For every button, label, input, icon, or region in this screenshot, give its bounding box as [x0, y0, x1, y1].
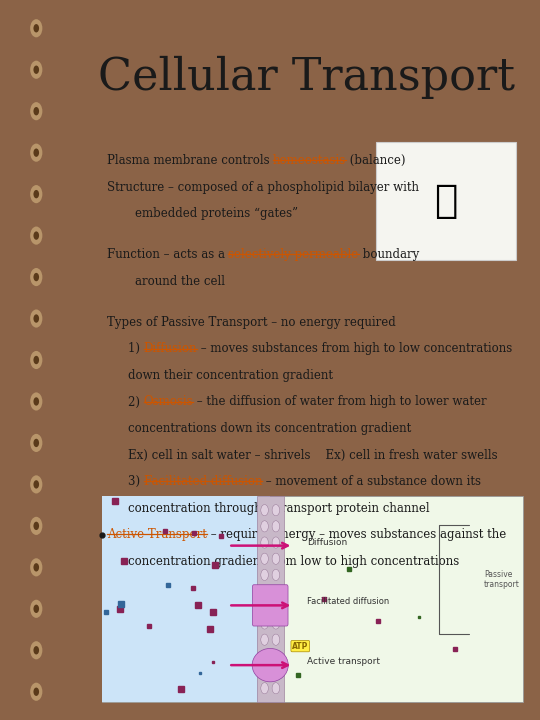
Text: homeostasis: homeostasis	[273, 154, 346, 167]
Text: 🔬: 🔬	[435, 182, 458, 220]
Circle shape	[33, 605, 39, 613]
Circle shape	[30, 60, 42, 78]
Text: – moves substances from high to low concentrations: – moves substances from high to low conc…	[197, 343, 512, 356]
FancyBboxPatch shape	[102, 496, 523, 702]
Text: concentration gradient from low to high concentrations: concentration gradient from low to high …	[128, 554, 459, 567]
Text: 1): 1)	[128, 343, 144, 356]
Text: Osmosis: Osmosis	[144, 395, 193, 408]
Circle shape	[33, 397, 39, 405]
Circle shape	[272, 570, 280, 580]
Text: Active Transport: Active Transport	[107, 528, 207, 541]
Circle shape	[30, 434, 42, 452]
Text: Facilitated diffusion: Facilitated diffusion	[144, 475, 262, 488]
Text: concentrations down its concentration gradient: concentrations down its concentration gr…	[128, 422, 411, 435]
Text: Passive
transport: Passive transport	[484, 570, 519, 590]
Circle shape	[272, 521, 280, 532]
Circle shape	[30, 185, 42, 203]
Circle shape	[261, 553, 268, 564]
Text: Types of Passive Transport – no energy required: Types of Passive Transport – no energy r…	[107, 316, 395, 329]
Circle shape	[33, 107, 39, 115]
Circle shape	[261, 570, 268, 580]
Circle shape	[33, 688, 39, 696]
Circle shape	[33, 522, 39, 530]
Circle shape	[33, 190, 39, 198]
Circle shape	[261, 683, 268, 694]
Circle shape	[272, 650, 280, 662]
Circle shape	[30, 517, 42, 535]
Text: Function – acts as a: Function – acts as a	[107, 248, 228, 261]
Circle shape	[33, 148, 39, 157]
Circle shape	[261, 618, 268, 629]
Circle shape	[33, 231, 39, 240]
Circle shape	[30, 600, 42, 618]
Circle shape	[33, 273, 39, 282]
Text: down their concentration gradient: down their concentration gradient	[128, 369, 333, 382]
Circle shape	[272, 537, 280, 548]
Circle shape	[30, 558, 42, 577]
Circle shape	[261, 585, 268, 597]
Text: – the diffusion of water from high to lower water: – the diffusion of water from high to lo…	[193, 395, 487, 408]
Circle shape	[33, 646, 39, 654]
Text: Ex) cell in salt water – shrivels    Ex) cell in fresh water swells: Ex) cell in salt water – shrivels Ex) ce…	[128, 449, 497, 462]
Circle shape	[30, 227, 42, 245]
Ellipse shape	[252, 649, 288, 682]
Text: Diffusion: Diffusion	[144, 343, 197, 356]
FancyBboxPatch shape	[252, 585, 288, 626]
Text: Diffusion: Diffusion	[307, 538, 348, 546]
Text: Structure – composed of a phospholipid bilayer with: Structure – composed of a phospholipid b…	[107, 181, 418, 194]
Circle shape	[30, 19, 42, 37]
Circle shape	[261, 602, 268, 613]
Circle shape	[261, 650, 268, 662]
Text: boundary: boundary	[359, 248, 419, 261]
Circle shape	[30, 268, 42, 286]
Circle shape	[30, 683, 42, 701]
Circle shape	[30, 642, 42, 660]
Circle shape	[272, 505, 280, 516]
Circle shape	[33, 66, 39, 74]
Circle shape	[30, 102, 42, 120]
Text: 2): 2)	[128, 395, 144, 408]
Circle shape	[30, 475, 42, 493]
Circle shape	[30, 310, 42, 328]
Circle shape	[272, 634, 280, 645]
Circle shape	[30, 351, 42, 369]
FancyBboxPatch shape	[376, 142, 516, 260]
Circle shape	[272, 667, 280, 678]
Circle shape	[272, 602, 280, 613]
Circle shape	[261, 537, 268, 548]
Circle shape	[261, 634, 268, 645]
Circle shape	[272, 585, 280, 597]
Text: – requires energy – moves substances against the: – requires energy – moves substances aga…	[207, 528, 506, 541]
Text: (balance): (balance)	[346, 154, 406, 167]
Circle shape	[33, 356, 39, 364]
Text: Plasma membrane controls: Plasma membrane controls	[107, 154, 273, 167]
Circle shape	[30, 143, 42, 162]
Text: Facilitated diffusion: Facilitated diffusion	[307, 598, 390, 606]
FancyBboxPatch shape	[102, 496, 270, 702]
Circle shape	[261, 505, 268, 516]
Text: selectively permeable: selectively permeable	[228, 248, 359, 261]
Text: concentration through a transport protein channel: concentration through a transport protei…	[128, 502, 429, 515]
Circle shape	[272, 618, 280, 629]
Text: – movement of a substance down its: – movement of a substance down its	[262, 475, 481, 488]
Text: Cellular Transport: Cellular Transport	[98, 55, 515, 99]
FancyBboxPatch shape	[256, 496, 284, 702]
Circle shape	[261, 667, 268, 678]
Circle shape	[33, 563, 39, 572]
Circle shape	[33, 438, 39, 447]
Text: Active transport: Active transport	[307, 657, 380, 666]
Circle shape	[33, 24, 39, 32]
Circle shape	[261, 521, 268, 532]
Text: ATP: ATP	[292, 642, 308, 651]
Circle shape	[30, 392, 42, 410]
Text: embedded proteins “gates”: embedded proteins “gates”	[135, 207, 298, 220]
Circle shape	[33, 480, 39, 489]
Circle shape	[272, 553, 280, 564]
Circle shape	[272, 683, 280, 694]
Circle shape	[33, 315, 39, 323]
Text: around the cell: around the cell	[135, 275, 225, 288]
Text: 3): 3)	[128, 475, 144, 488]
